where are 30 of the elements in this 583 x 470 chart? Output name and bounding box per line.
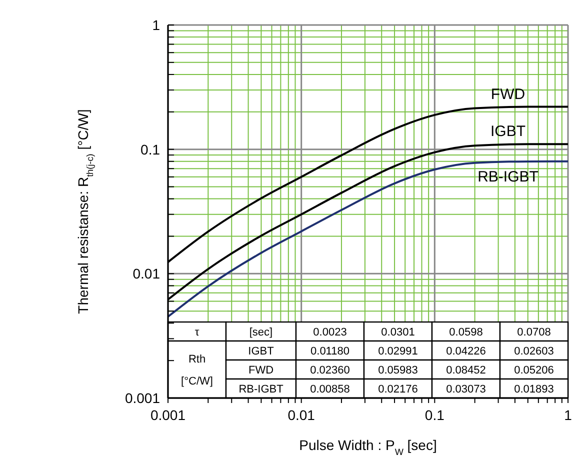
- annotation: 0.01893: [514, 384, 554, 396]
- annotation: 0.02176: [378, 384, 418, 396]
- annotation: 0.02991: [378, 346, 418, 358]
- x-tick-label: 0.01: [288, 407, 316, 423]
- annotation: Rth [°C/W]: [181, 354, 213, 388]
- annotation: 0.03073: [446, 384, 486, 396]
- annotation: 0.0023: [313, 326, 347, 338]
- annotation: τ: [194, 326, 200, 338]
- annotation: [sec]: [249, 326, 273, 338]
- x-tick-label: 1: [564, 407, 572, 423]
- annotation: 0.00858: [310, 384, 350, 396]
- annotation: FWD: [248, 364, 274, 376]
- y-tick-label: 0.1: [140, 141, 160, 158]
- y-tick-label: 0.01: [132, 266, 160, 282]
- annotation: 0.0708: [517, 326, 551, 338]
- x-tick-label: 0.1: [424, 407, 445, 423]
- annotation: 0.0301: [381, 326, 415, 338]
- y-tick-label: 1: [152, 17, 160, 33]
- y-tick-label: 0.001: [124, 390, 160, 406]
- annotation: 0.0598: [449, 326, 483, 338]
- annotation: 0.02603: [514, 346, 554, 358]
- annotation: RB-IGBT: [238, 384, 284, 396]
- annotation: 0.08452: [446, 364, 486, 376]
- annotation: 0.01180: [310, 346, 350, 358]
- x-axis-title: Pulse Width : P$_{W}$ [sec]: [299, 437, 437, 457]
- annotation: 0.05983: [378, 364, 418, 376]
- annotation: IGBT: [248, 346, 274, 358]
- annotation: 0.02360: [310, 364, 350, 376]
- annotation: 0.04226: [446, 346, 486, 358]
- annotation: 0.05206: [514, 364, 554, 376]
